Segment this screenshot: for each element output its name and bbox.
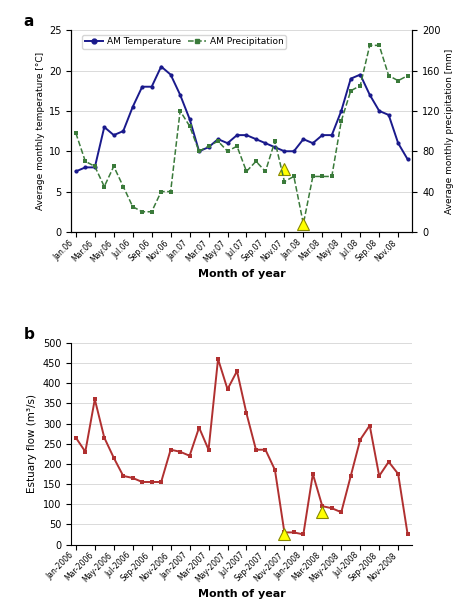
Legend: AM Temperature, AM Precipitation: AM Temperature, AM Precipitation <box>82 34 286 49</box>
Text: a: a <box>23 14 34 29</box>
Y-axis label: Average monthly precipitation [mm]: Average monthly precipitation [mm] <box>445 48 454 214</box>
X-axis label: Month of year: Month of year <box>198 589 286 600</box>
Y-axis label: Average monthly temperature [°C]: Average monthly temperature [°C] <box>36 52 45 210</box>
Y-axis label: Estuary flow (m³/s): Estuary flow (m³/s) <box>27 394 37 493</box>
Text: b: b <box>23 327 34 342</box>
X-axis label: Month of year: Month of year <box>198 269 286 279</box>
